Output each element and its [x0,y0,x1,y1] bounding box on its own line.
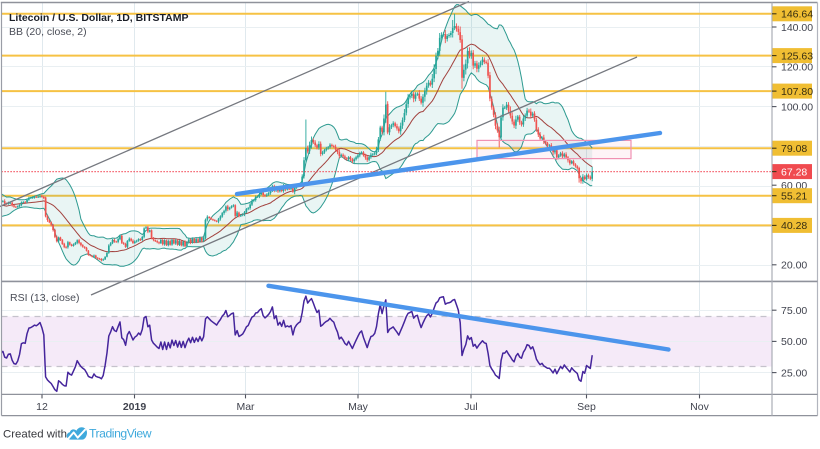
svg-text:Created with: Created with [3,429,67,441]
svg-text:67.28: 67.28 [781,166,807,178]
svg-text:75.00: 75.00 [781,305,807,317]
svg-text:55.21: 55.21 [781,191,807,203]
svg-text:40.28: 40.28 [781,220,807,232]
svg-text:125.63: 125.63 [781,50,813,62]
svg-text:25.00: 25.00 [781,367,807,379]
svg-text:140.00: 140.00 [781,22,813,34]
svg-text:Litecoin / U.S. Dollar, 1D, BI: Litecoin / U.S. Dollar, 1D, BITSTAMP [9,12,189,24]
svg-text:Nov: Nov [690,401,709,413]
svg-text:100.00: 100.00 [781,101,813,113]
svg-text:79.08: 79.08 [781,143,807,155]
svg-text:Mar: Mar [236,401,255,413]
svg-text:107.80: 107.80 [781,86,813,98]
svg-text:20.00: 20.00 [781,260,807,272]
svg-text:TradingView: TradingView [89,427,152,441]
svg-text:120.00: 120.00 [781,62,813,74]
svg-text:12: 12 [36,401,48,413]
svg-text:May: May [348,401,369,413]
svg-text:BB (20, close, 2): BB (20, close, 2) [9,26,87,38]
svg-text:146.64: 146.64 [781,9,813,21]
svg-text:Jul: Jul [464,401,477,413]
svg-text:2019: 2019 [123,401,147,413]
svg-text:RSI (13, close): RSI (13, close) [10,292,79,304]
svg-text:Sep: Sep [577,401,596,413]
svg-text:50.00: 50.00 [781,336,807,348]
